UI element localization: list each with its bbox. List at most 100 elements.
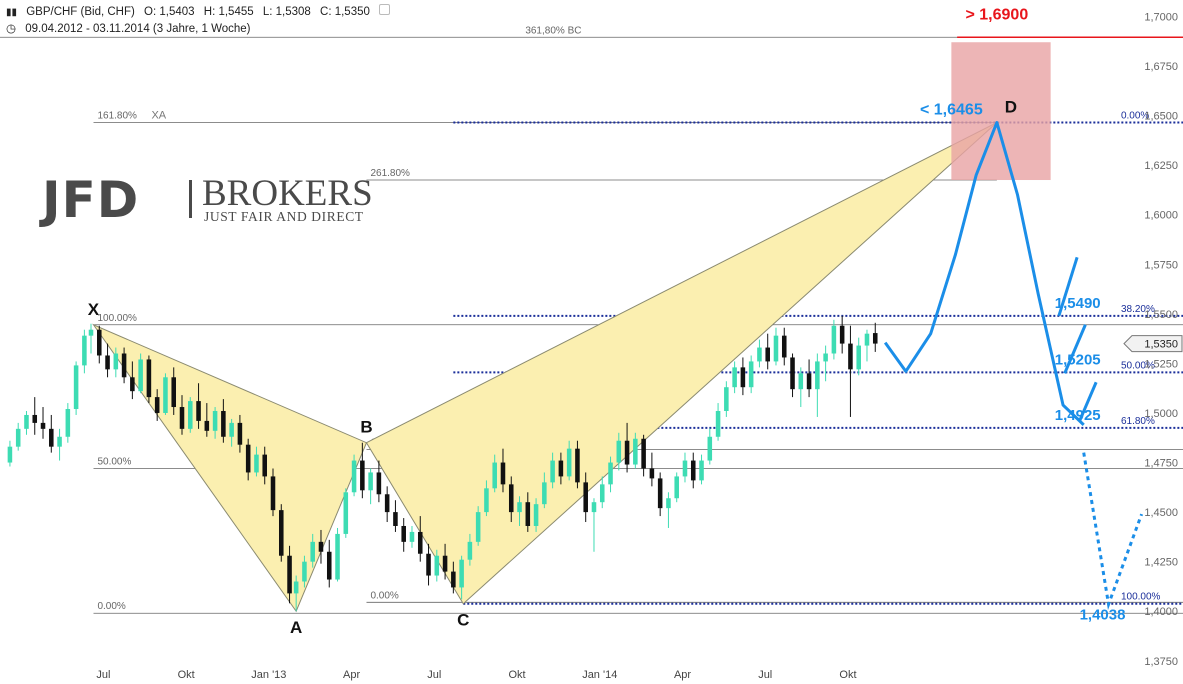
candle-body	[781, 335, 787, 358]
candle-body	[204, 420, 210, 431]
candle-body	[212, 410, 218, 431]
candle-body	[171, 377, 177, 408]
fib-line-label: 0.00%	[370, 590, 398, 601]
projection-branch	[1063, 324, 1087, 374]
projection-line	[883, 121, 1085, 426]
settings-icon[interactable]	[379, 4, 391, 15]
candle-body	[666, 498, 671, 509]
candle-body	[848, 343, 853, 370]
candle-body	[806, 373, 812, 390]
candle-body	[475, 512, 481, 542]
y-tick-label: 1,5000	[1144, 408, 1178, 420]
candle-body	[451, 571, 456, 588]
candle-body	[343, 492, 349, 534]
candle-body	[40, 422, 46, 429]
candle-body	[542, 482, 547, 505]
retracement-label: 50.00%	[1121, 360, 1155, 371]
candle-body	[32, 414, 38, 423]
candle-body	[757, 347, 762, 362]
candle-body	[245, 444, 251, 473]
fib-line-label: 261.80%	[370, 168, 410, 179]
candle-body	[699, 460, 704, 481]
candle-body	[856, 345, 861, 370]
candle-body	[732, 367, 737, 388]
candle-body	[484, 488, 489, 513]
candle-body	[24, 414, 29, 429]
candle-body	[179, 407, 185, 429]
candle-body	[113, 353, 119, 370]
y-tick-label: 1,7000	[1144, 11, 1178, 23]
bar-chart-icon: ▮▮	[6, 7, 18, 18]
high-value: H: 1,5455	[203, 6, 254, 18]
target-zone	[951, 36, 1183, 181]
candle-body	[270, 476, 276, 511]
candle-body	[831, 325, 837, 354]
y-tick-label: 1,4000	[1144, 606, 1178, 618]
logo-tagline: JUST FAIR AND DIRECT	[204, 209, 364, 224]
date-range-row: ◷ 09.04.2012 - 03.11.2014 (3 Jahre, 1 Wo…	[6, 21, 257, 35]
candle-body	[278, 510, 284, 556]
x-tick-label: Okt	[839, 669, 856, 681]
candle-body	[566, 448, 572, 477]
candle-body	[872, 333, 878, 344]
clock-icon: ◷	[6, 23, 17, 35]
candle-body	[459, 559, 464, 588]
candle-body	[163, 377, 168, 413]
target-zone-box	[951, 42, 1051, 181]
candle-body	[96, 329, 102, 356]
candle-body	[254, 454, 259, 473]
candle-body	[318, 541, 324, 552]
x-tick-label: Apr	[343, 669, 360, 681]
candles	[7, 315, 878, 612]
pattern-point-label: D	[1005, 98, 1017, 117]
candle-body	[599, 484, 605, 503]
y-tick-label: 1,3750	[1144, 656, 1178, 668]
candle-body	[608, 462, 613, 485]
fib-line-label: 0.00%	[97, 601, 125, 612]
candle-body	[196, 401, 201, 421]
candle-body	[426, 553, 431, 576]
low-value: L: 1,5308	[262, 6, 311, 18]
candle-body	[401, 525, 406, 542]
pattern-triangle-xab	[92, 323, 368, 613]
candle-body	[262, 454, 268, 477]
candle-body	[715, 410, 721, 437]
fib-line-label: XA	[151, 110, 166, 122]
fib-line-label: 50.00%	[97, 456, 131, 467]
candle-body	[525, 502, 531, 526]
y-tick-label: 1,6000	[1144, 210, 1178, 222]
candle-body	[88, 329, 94, 336]
candle-body	[360, 460, 365, 491]
fib-line-label: 361,80% BC	[525, 25, 581, 36]
candle-body	[393, 512, 398, 526]
candle-body	[823, 353, 828, 362]
candle-body	[351, 460, 357, 493]
harmonic-pattern	[92, 122, 998, 613]
retracement-label: 61.80%	[1121, 416, 1155, 427]
retracement-price: 1,4925	[1055, 407, 1101, 424]
candle-body	[550, 460, 555, 483]
retracement-label: 38.20%	[1121, 304, 1155, 315]
candle-body	[229, 422, 234, 437]
date-range: 09.04.2012 - 03.11.2014 (3 Jahre, 1 Woch…	[25, 23, 251, 35]
candle-body	[326, 551, 332, 580]
pattern-triangle-bcd	[365, 122, 998, 605]
candle-body	[417, 531, 423, 554]
candle-body	[558, 460, 564, 477]
logo-main: JFD	[42, 171, 140, 229]
candle-body	[649, 468, 655, 479]
candle-body	[798, 373, 804, 390]
instrument-name: GBP/CHF (Bid, CHF)	[26, 6, 135, 18]
candle-body	[335, 533, 340, 580]
y-tick-label: 1,5250	[1144, 358, 1178, 370]
fib-line-label: 161.80%	[97, 111, 137, 122]
candle-body	[293, 581, 299, 594]
candle-body	[368, 472, 373, 491]
candle-body	[641, 438, 646, 469]
pattern-point-label: X	[88, 300, 100, 319]
candle-body	[154, 397, 160, 413]
candle-body	[49, 428, 54, 447]
pattern-point-label: B	[360, 418, 372, 437]
candle-body	[740, 367, 746, 388]
